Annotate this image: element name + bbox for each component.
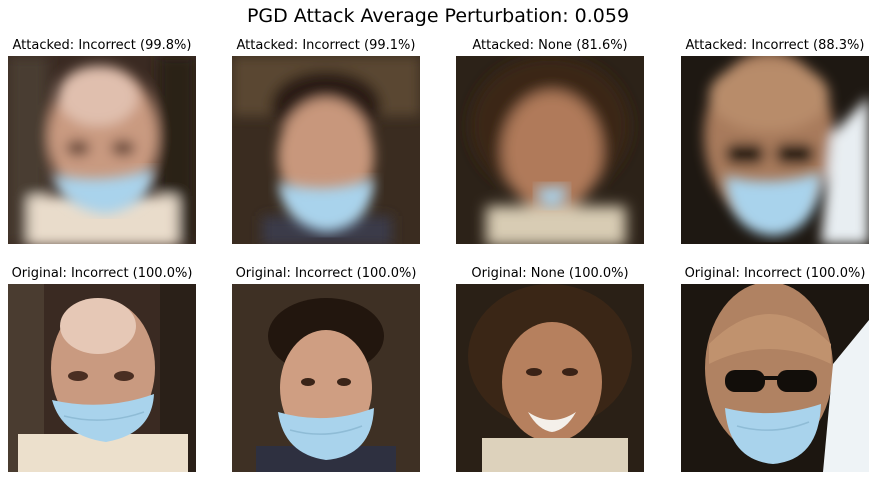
original-caption-2: Original: Incorrect (100.0%) [235,266,417,281]
attacked-face-image-1 [8,56,196,244]
attacked-face-image-3 [456,56,644,244]
original-face-image-1 [8,284,196,472]
original-face-image-3 [456,284,644,472]
attacked-face-image-2 [232,56,420,244]
attacked-caption-2: Attacked: Incorrect (99.1%) [236,38,416,53]
original-caption-4: Original: Incorrect (100.0%) [684,266,866,281]
attacked-caption-3: Attacked: None (81.6%) [472,38,628,53]
attacked-caption-1: Attacked: Incorrect (99.8%) [12,38,192,53]
attacked-caption-4: Attacked: Incorrect (88.3%) [685,38,865,53]
figure-title: PGD Attack Average Perturbation: 0.059 [246,5,630,27]
original-face-image-4 [681,284,869,472]
original-caption-1: Original: Incorrect (100.0%) [11,266,193,281]
attacked-face-image-4 [681,56,869,244]
original-caption-3: Original: None (100.0%) [471,266,629,281]
original-face-image-2 [232,284,420,472]
